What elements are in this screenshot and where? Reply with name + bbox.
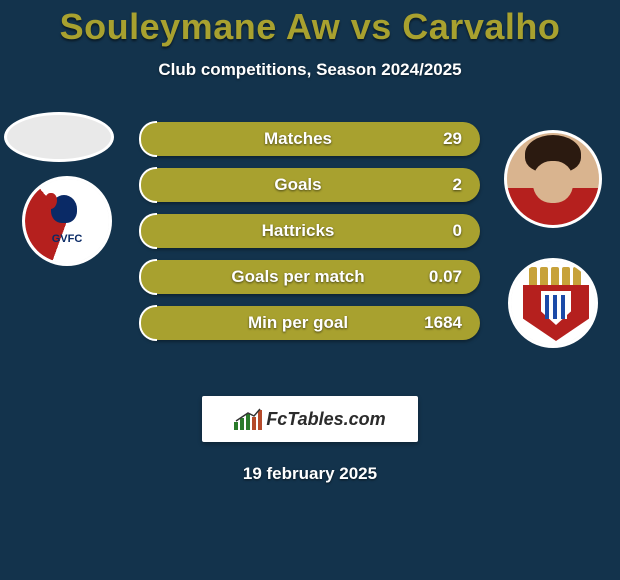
club-left-abbr: GVFC xyxy=(25,233,109,245)
stat-value-right: 0.07 xyxy=(416,267,480,287)
subtitle: Club competitions, Season 2024/2025 xyxy=(0,60,620,80)
stat-label: Goals xyxy=(140,175,416,195)
brand-text: FcTables.com xyxy=(266,409,385,430)
club-left-badge: GVFC xyxy=(22,176,112,266)
stat-value-right: 2 xyxy=(416,175,480,195)
stat-value-right: 1684 xyxy=(416,313,480,333)
brand-logo-box: FcTables.com xyxy=(202,396,418,442)
bar-cap-left xyxy=(139,259,157,295)
player-left-avatar xyxy=(4,112,114,162)
stat-label: Min per goal xyxy=(140,313,416,333)
bar-cap-left xyxy=(139,213,157,249)
club-right-badge xyxy=(508,258,598,348)
stat-row: Goals per match 0.07 xyxy=(140,260,480,294)
stat-row: Hattricks 0 xyxy=(140,214,480,248)
player-right-face-placeholder xyxy=(507,133,599,225)
stat-value-right: 29 xyxy=(416,129,480,149)
stat-row: Min per goal 1684 xyxy=(140,306,480,340)
stat-label: Hattricks xyxy=(140,221,416,241)
stat-bars: Matches 29 Goals 2 Hattricks 0 Goals per… xyxy=(140,122,480,352)
stat-row: Goals 2 xyxy=(140,168,480,202)
stat-label: Matches xyxy=(140,129,416,149)
bar-cap-left xyxy=(139,167,157,203)
comparison-panel: GVFC Matches 29 Goals 2 Hattricks 0 Goal… xyxy=(0,112,620,372)
bar-cap-left xyxy=(139,121,157,157)
bar-cap-left xyxy=(139,305,157,341)
player-right-avatar xyxy=(504,130,602,228)
page-title: Souleymane Aw vs Carvalho xyxy=(0,0,620,48)
brand-bars-icon xyxy=(234,408,262,430)
stat-value-right: 0 xyxy=(416,221,480,241)
stat-label: Goals per match xyxy=(140,267,416,287)
stat-row: Matches 29 xyxy=(140,122,480,156)
date-text: 19 february 2025 xyxy=(0,464,620,484)
